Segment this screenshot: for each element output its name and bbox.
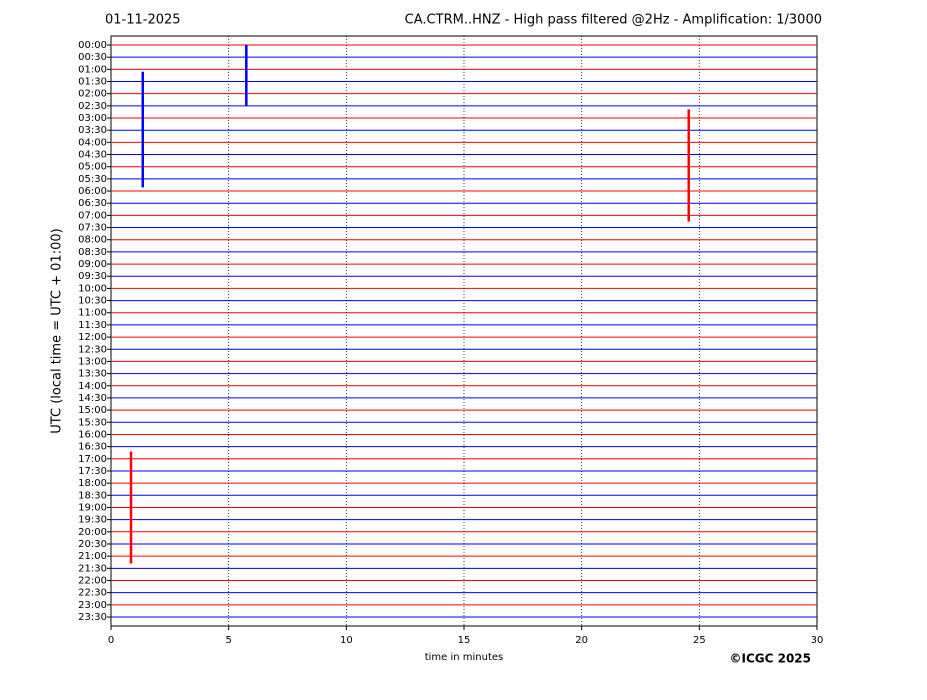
y-tick-label: 19:30	[78, 515, 107, 526]
y-tick-label: 06:00	[78, 186, 107, 197]
y-tick-label: 02:00	[78, 89, 107, 100]
y-tick-label: 23:00	[78, 600, 107, 611]
x-tick-label: 15	[458, 635, 471, 646]
y-tick-label: 19:00	[78, 502, 107, 513]
y-tick-label: 22:00	[78, 575, 107, 586]
y-tick-label: 15:00	[78, 405, 107, 416]
y-tick-label: 22:30	[78, 588, 107, 599]
y-tick-label: 01:00	[78, 64, 107, 75]
y-tick-label: 21:00	[78, 551, 107, 562]
y-tick-label: 12:30	[78, 344, 107, 355]
y-tick-label: 13:00	[78, 356, 107, 367]
y-tick-label: 20:00	[78, 527, 107, 538]
y-tick-label: 21:30	[78, 563, 107, 574]
y-tick-label: 07:00	[78, 210, 107, 221]
y-tick-label: 10:30	[78, 296, 107, 307]
y-tick-label: 11:00	[78, 308, 107, 319]
y-tick-label: 01:30	[78, 77, 107, 88]
y-tick-label: 04:30	[78, 150, 107, 161]
y-axis-label: UTC (local time = UTC + 01:00)	[50, 228, 65, 433]
y-tick-label: 03:00	[78, 113, 107, 124]
y-tick-label: 09:00	[78, 259, 107, 270]
y-tick-label: 20:30	[78, 539, 107, 550]
y-tick-label: 13:30	[78, 369, 107, 380]
y-tick-label: 09:30	[78, 271, 107, 282]
y-tick-label: 04:00	[78, 137, 107, 148]
y-tick-label: 15:30	[78, 417, 107, 428]
y-tick-label: 11:30	[78, 320, 107, 331]
y-tick-label: 10:00	[78, 283, 107, 294]
y-tick-label: 23:30	[78, 612, 107, 623]
x-tick-label: 10	[340, 635, 353, 646]
date-title: 01-11-2025	[105, 13, 181, 28]
chart-title: CA.CTRM..HNZ - High pass filtered @2Hz -…	[405, 13, 822, 28]
x-tick-label: 30	[811, 635, 824, 646]
y-tick-label: 08:30	[78, 247, 107, 258]
y-tick-label: 05:30	[78, 174, 107, 185]
y-tick-label: 03:30	[78, 125, 107, 136]
y-tick-label: 12:00	[78, 332, 107, 343]
x-axis-label: time in minutes	[425, 652, 504, 663]
y-tick-label: 14:00	[78, 381, 107, 392]
y-tick-label: 02:30	[78, 101, 107, 112]
y-tick-label: 14:30	[78, 393, 107, 404]
credit: ©ICGC 2025	[729, 652, 811, 666]
y-tick-label: 06:30	[78, 198, 107, 209]
x-tick-label: 0	[108, 635, 114, 646]
y-tick-label: 16:00	[78, 429, 107, 440]
y-tick-label: 00:00	[78, 40, 107, 51]
y-tick-label: 05:00	[78, 162, 107, 173]
y-tick-label: 18:00	[78, 478, 107, 489]
y-tick-label: 00:30	[78, 52, 107, 63]
x-tick-label: 25	[693, 635, 706, 646]
y-tick-label: 17:30	[78, 466, 107, 477]
y-tick-label: 07:30	[78, 223, 107, 234]
x-tick-label: 5	[225, 635, 231, 646]
y-tick-label: 18:30	[78, 490, 107, 501]
y-tick-label: 16:30	[78, 442, 107, 453]
x-tick-label: 20	[575, 635, 588, 646]
y-tick-label: 17:00	[78, 454, 107, 465]
y-tick-label: 08:00	[78, 235, 107, 246]
